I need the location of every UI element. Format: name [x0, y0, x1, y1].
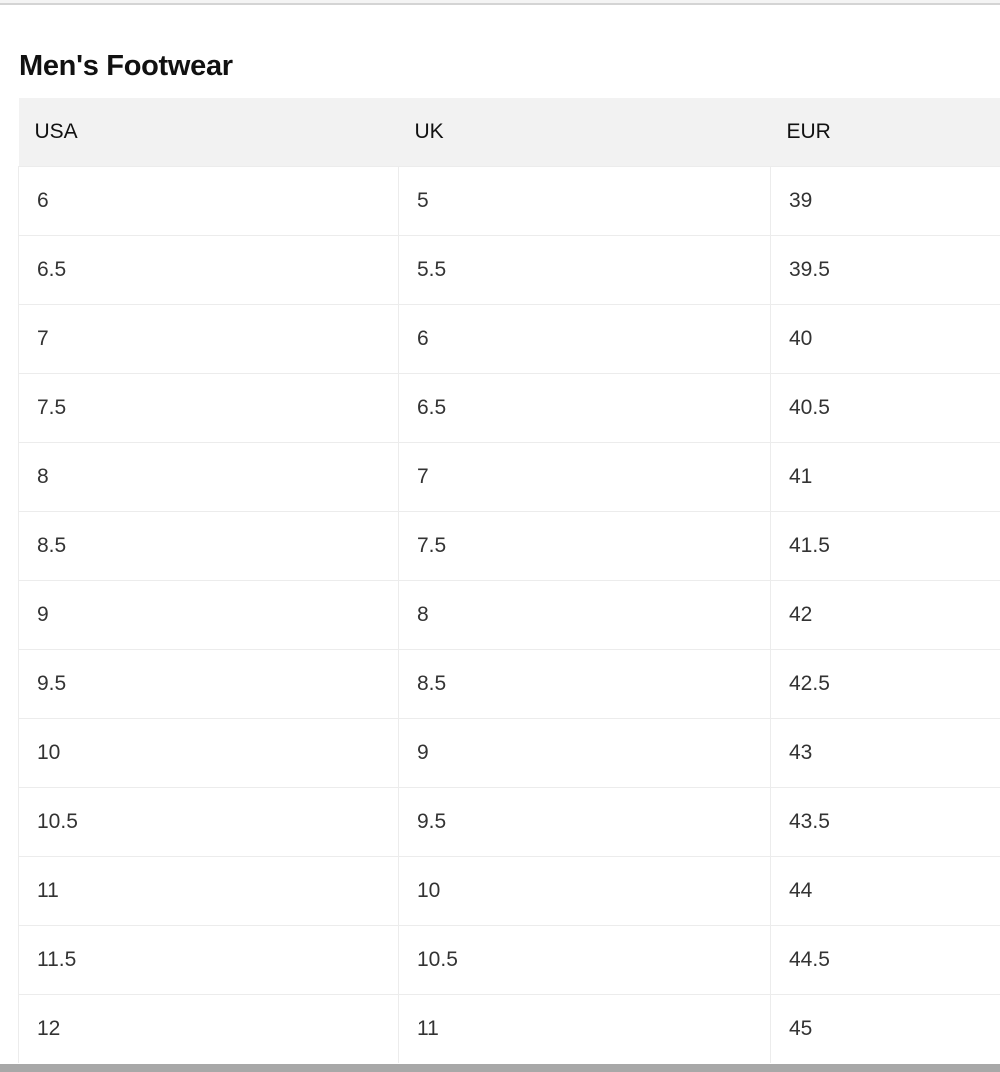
cell-usa: 11.5 — [18, 925, 399, 995]
table-row: 11 10 44 — [18, 856, 1000, 926]
cell-usa: 8.5 — [18, 511, 399, 581]
cell-eur: 41 — [770, 442, 1000, 512]
horizontal-scrollbar[interactable] — [0, 1064, 1000, 1072]
table-row: 9.5 8.5 42.5 — [18, 649, 1000, 719]
table-row: 6 5 39 — [18, 166, 1000, 236]
cell-uk: 6 — [398, 304, 771, 374]
cell-usa: 7 — [18, 304, 399, 374]
cell-eur: 45 — [770, 994, 1000, 1063]
table-row: 10.5 9.5 43.5 — [18, 787, 1000, 857]
cell-eur: 43 — [770, 718, 1000, 788]
cell-uk: 5.5 — [398, 235, 771, 305]
cell-eur: 42 — [770, 580, 1000, 650]
cell-uk: 9.5 — [398, 787, 771, 857]
table-row: 12 11 45 — [18, 994, 1000, 1063]
cell-eur: 41.5 — [770, 511, 1000, 581]
table-row: 10 9 43 — [18, 718, 1000, 788]
cell-eur: 39 — [770, 166, 1000, 236]
cell-usa: 6 — [18, 166, 399, 236]
cell-uk: 7 — [398, 442, 771, 512]
cell-usa: 10 — [18, 718, 399, 788]
cell-uk: 7.5 — [398, 511, 771, 581]
cell-eur: 43.5 — [770, 787, 1000, 857]
cell-uk: 5 — [398, 166, 771, 236]
cell-usa: 11 — [18, 856, 399, 926]
cell-eur: 39.5 — [770, 235, 1000, 305]
cell-uk: 9 — [398, 718, 771, 788]
size-chart-table: USA UK EUR 6 5 39 6.5 5.5 39.5 7 6 40 7.5 6.5 40.5 8… — [18, 98, 1000, 1063]
table-header-row: USA UK EUR — [18, 98, 1000, 167]
table-row: 11.5 10.5 44.5 — [18, 925, 1000, 995]
cell-uk: 8.5 — [398, 649, 771, 719]
cell-eur: 40 — [770, 304, 1000, 374]
cell-usa: 12 — [18, 994, 399, 1063]
table-row: 7 6 40 — [18, 304, 1000, 374]
cell-eur: 42.5 — [770, 649, 1000, 719]
table-row: 9 8 42 — [18, 580, 1000, 650]
cell-eur: 44.5 — [770, 925, 1000, 995]
cell-uk: 6.5 — [398, 373, 771, 443]
table-row: 8.5 7.5 41.5 — [18, 511, 1000, 581]
column-header-uk: UK — [398, 98, 771, 167]
cell-usa: 9 — [18, 580, 399, 650]
cell-eur: 44 — [770, 856, 1000, 926]
cell-eur: 40.5 — [770, 373, 1000, 443]
cell-usa: 10.5 — [18, 787, 399, 857]
cell-uk: 10 — [398, 856, 771, 926]
cell-uk: 8 — [398, 580, 771, 650]
cell-usa: 8 — [18, 442, 399, 512]
top-divider — [0, 0, 1000, 5]
table-row: 8 7 41 — [18, 442, 1000, 512]
page-title: Men's Footwear — [19, 50, 233, 82]
cell-uk: 11 — [398, 994, 771, 1063]
table-row: 6.5 5.5 39.5 — [18, 235, 1000, 305]
cell-usa: 6.5 — [18, 235, 399, 305]
cell-uk: 10.5 — [398, 925, 771, 995]
column-header-eur: EUR — [770, 98, 1000, 167]
column-header-usa: USA — [18, 98, 399, 167]
cell-usa: 9.5 — [18, 649, 399, 719]
table-row: 7.5 6.5 40.5 — [18, 373, 1000, 443]
cell-usa: 7.5 — [18, 373, 399, 443]
